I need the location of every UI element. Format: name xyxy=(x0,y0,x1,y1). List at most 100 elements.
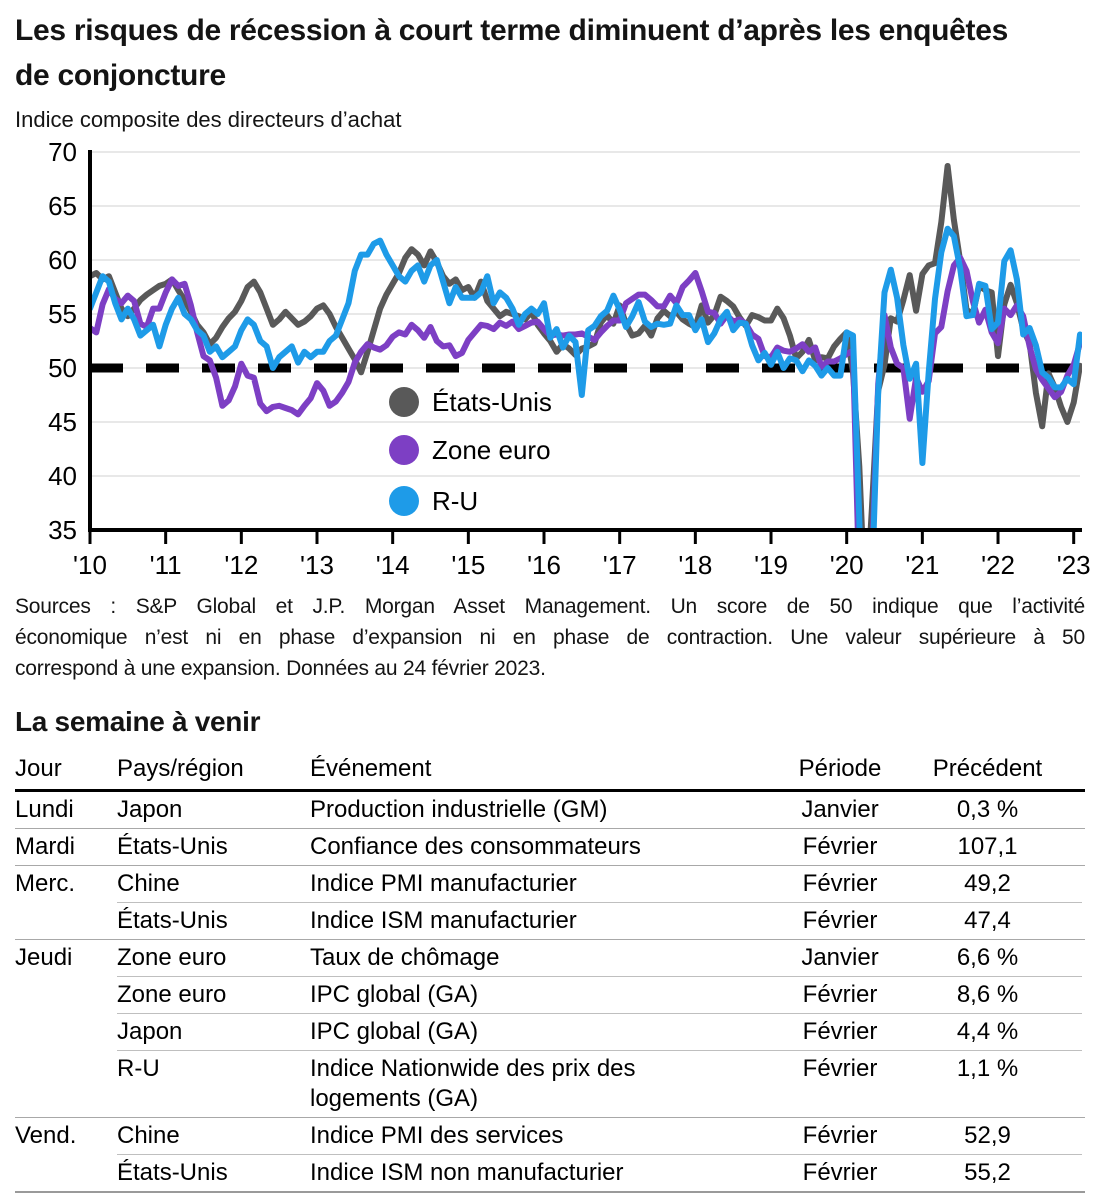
x-axis-label: '20 xyxy=(830,550,864,580)
cell-evenement: Indice PMI manufacturier xyxy=(310,870,577,897)
cell-jour xyxy=(15,976,117,982)
legend-marker-etats-unis xyxy=(389,387,419,417)
table-header-row: Jour Pays/région Événement Période Précédent xyxy=(15,752,1085,792)
table-row: R-U Indice Nationwide des prix des logeme… xyxy=(15,1050,1085,1117)
table-row: Zone euro IPC global (GA) Février 8,6 % xyxy=(15,976,1085,1013)
legend-item-etats-unis: États-Unis xyxy=(389,387,552,417)
cell-periode: Février xyxy=(787,976,893,1013)
table-row: États-Unis Indice ISM non manufacturier Fé… xyxy=(15,1154,1085,1191)
cell-jour xyxy=(15,1050,117,1056)
pmi-line-chart: 35 40 45 50 55 60 65 70 '10 '11 '12 '13 '14 '15 '16 '17… xyxy=(48,137,1091,580)
cell-periode: Février xyxy=(802,1122,878,1149)
cell-evenement: IPC global (GA) xyxy=(310,1013,787,1050)
x-axis-label: '18 xyxy=(678,550,712,580)
cell-periode: Février xyxy=(787,902,893,939)
column-header: Jour xyxy=(15,755,62,782)
legend-marker-zone-euro xyxy=(389,435,419,465)
legend-label: R-U xyxy=(432,486,478,516)
cell-jour: Vend. xyxy=(15,1122,77,1149)
cell-periode: Février xyxy=(787,1013,893,1050)
chart-footnote: Sources : S&P Global et J.P. Morgan Asse… xyxy=(15,591,1085,684)
footnote-line: correspond à une expansion. Données au 2… xyxy=(15,657,546,680)
x-axis-label: '21 xyxy=(905,550,939,580)
footnote-line: économique n’est ni en phase d’expansion… xyxy=(15,626,1085,649)
cell-jour: Lundi xyxy=(15,796,74,823)
cell-jour: Jeudi xyxy=(15,944,73,971)
cell-precedent: 49,2 xyxy=(964,870,1011,897)
y-axis-label: 35 xyxy=(48,515,77,545)
cell-evenement: Indice ISM non manufacturier xyxy=(310,1154,787,1191)
cell-precedent: 8,6 % xyxy=(893,976,1082,1013)
table-row: Japon IPC global (GA) Février 4,4 % xyxy=(15,1013,1085,1050)
y-axis-label: 45 xyxy=(48,407,77,437)
cell-periode: Janvier xyxy=(801,944,879,971)
table-row: Lundi Japon Production industrielle (GM) Ja… xyxy=(15,792,1085,828)
cell-pays-region: États-Unis xyxy=(117,1154,310,1191)
cell-pays-region: Chine xyxy=(117,870,180,897)
y-axis-label: 50 xyxy=(48,353,77,383)
cell-pays-region: Zone euro xyxy=(117,944,227,971)
chart-subtitle: Indice composite des directeurs d’achat xyxy=(15,107,402,132)
x-axis-label: '19 xyxy=(754,550,788,580)
x-axis-label: '23 xyxy=(1057,550,1091,580)
legend-item-r-u: R-U xyxy=(389,486,478,516)
cell-evenement: Confiance des consommateurs xyxy=(310,833,641,860)
footnote-line: Sources : S&P Global et J.P. Morgan Asse… xyxy=(15,595,1085,618)
column-header: Précédent xyxy=(932,755,1043,782)
table-row: Merc. Chine Indice PMI manufacturier Févrie… xyxy=(15,865,1085,902)
cell-periode: Février xyxy=(802,870,878,897)
cell-evenement: Indice ISM manufacturier xyxy=(310,902,787,939)
x-axis-label: '16 xyxy=(527,550,561,580)
cell-pays-region: États-Unis xyxy=(117,833,228,860)
cell-precedent: 47,4 xyxy=(893,902,1082,939)
x-axis-label: '12 xyxy=(224,550,258,580)
table-row: Mardi États-Unis Confiance des consommateu… xyxy=(15,828,1085,865)
x-axis-label: '15 xyxy=(451,550,485,580)
column-header: Période xyxy=(798,755,882,782)
legend-label: Zone euro xyxy=(432,435,551,465)
cell-periode: Janvier xyxy=(801,796,879,823)
cell-precedent: 0,3 % xyxy=(956,796,1019,823)
cell-jour: Mardi xyxy=(15,833,76,860)
y-axis-label: 55 xyxy=(48,299,77,329)
x-axis-label: '13 xyxy=(300,550,334,580)
y-axis-label: 60 xyxy=(48,245,77,275)
cell-pays-region: Zone euro xyxy=(117,976,310,1013)
y-axis-label: 40 xyxy=(48,461,77,491)
cell-periode: Février xyxy=(802,833,878,860)
cell-precedent: 4,4 % xyxy=(893,1013,1082,1050)
cell-evenement: Production industrielle (GM) xyxy=(310,796,608,823)
cell-jour: Merc. xyxy=(15,870,75,897)
y-axis-label: 70 xyxy=(48,138,77,167)
series-line-r-u xyxy=(88,225,1082,530)
cell-periode: Février xyxy=(787,1154,893,1191)
legend-item-zone-euro: Zone euro xyxy=(389,435,551,465)
x-axis-label: '22 xyxy=(981,550,1015,580)
cell-pays-region: Japon xyxy=(117,796,183,823)
cell-evenement: Indice Nationwide des prix des logements… xyxy=(310,1050,787,1117)
cell-pays-region: Japon xyxy=(117,1013,310,1050)
x-axis-label: '14 xyxy=(376,550,410,580)
legend-marker-r-u xyxy=(389,486,419,516)
table-row: Jeudi Zone euro Taux de chômage Janvier 6,6 … xyxy=(15,939,1085,976)
column-header: Pays/région xyxy=(117,755,244,782)
x-axis-label: '11 xyxy=(150,550,182,580)
cell-precedent: 55,2 xyxy=(893,1154,1082,1191)
table-row: Vend. Chine Indice PMI des services Février… xyxy=(15,1117,1085,1154)
y-axis-label: 65 xyxy=(48,191,77,221)
cell-precedent: 107,1 xyxy=(957,833,1018,860)
x-axis-label: '17 xyxy=(603,550,637,580)
cell-evenement: IPC global (GA) xyxy=(310,976,787,1013)
legend-label: États-Unis xyxy=(432,387,552,417)
cell-periode: Février xyxy=(787,1050,893,1087)
cell-jour xyxy=(15,902,117,908)
cell-evenement: Indice PMI des services xyxy=(310,1122,564,1149)
cell-evenement: Taux de chômage xyxy=(310,944,500,971)
week-ahead-heading: La semaine à venir xyxy=(15,706,261,737)
table-row: États-Unis Indice ISM manufacturier Févrie… xyxy=(15,902,1085,939)
cell-precedent: 1,1 % xyxy=(893,1050,1082,1087)
week-ahead-table: Jour Pays/région Événement Période Précédent… xyxy=(15,752,1085,1193)
pmi-composite-chart: 35 40 45 50 55 60 65 70 '10 '11 '12 '13 '14 '15 '16 '17… xyxy=(15,137,1091,588)
cell-pays-region: R-U xyxy=(117,1050,310,1087)
